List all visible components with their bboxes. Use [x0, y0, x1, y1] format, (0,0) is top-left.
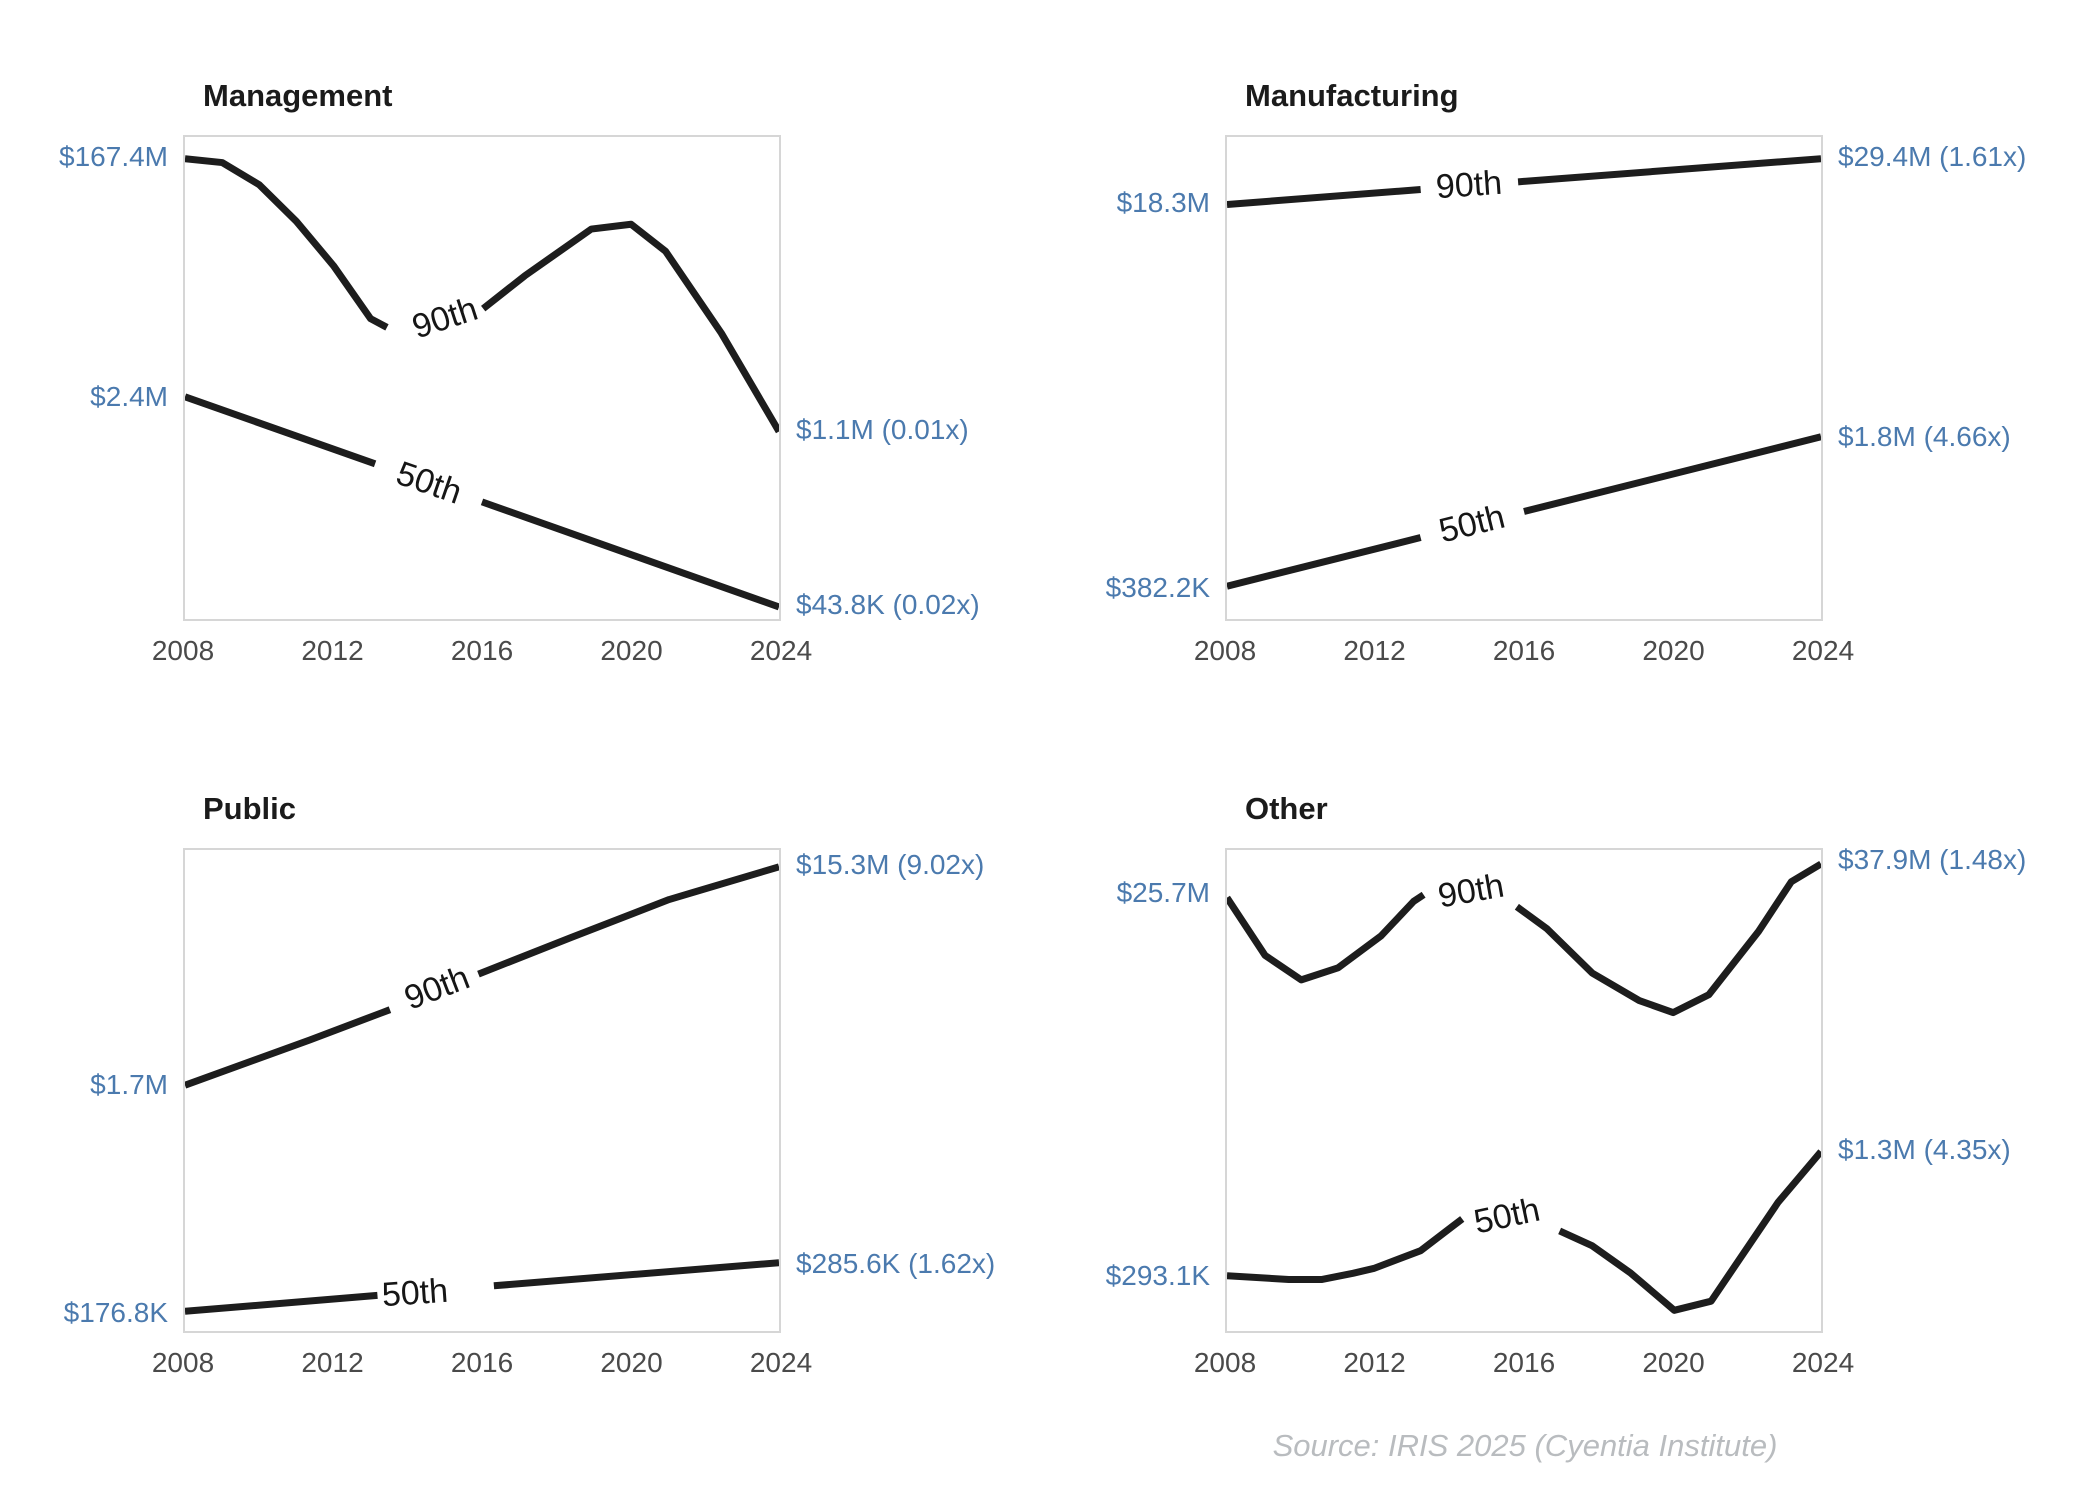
line-chart-svg	[1227, 137, 1821, 619]
plot-area: 90th 50th	[183, 135, 781, 621]
series-line-50th	[1524, 437, 1821, 512]
start-value-label-50th: $293.1K	[1105, 1260, 1210, 1292]
x-axis-tick-label: 2012	[301, 1347, 364, 1378]
end-value-label-90th: $15.3M (9.02x)	[796, 848, 985, 880]
series-line-50th	[185, 1295, 377, 1311]
series-line-90th	[185, 1010, 390, 1086]
x-axis-tick-label: 2016	[1492, 635, 1556, 666]
x-axis-tick-label: 2008	[1193, 1347, 1257, 1378]
source-note: Source: IRIS 2025 (Cyentia Institute)	[1272, 1428, 1778, 1463]
x-axis-tick-label: 2008	[151, 635, 215, 666]
series-line-50th	[1227, 1219, 1462, 1280]
percentile-label-90th: 90th	[1435, 163, 1504, 207]
x-axis-tick-label: 2016	[450, 1347, 514, 1378]
series-line-90th	[185, 159, 387, 328]
x-axis-tick-label: 2008	[1193, 635, 1257, 666]
x-axis-tick-label: 2020	[1642, 635, 1705, 666]
x-axis-tick-label: 2024	[1791, 1347, 1855, 1378]
plot-area: 90th 50th	[183, 848, 781, 1333]
percentile-label-50th: 50th	[381, 1271, 450, 1315]
x-axis-tick-label: 2012	[301, 635, 364, 666]
x-axis-tick-label: 2008	[151, 1347, 215, 1378]
x-axis-tick-label: 2024	[749, 635, 813, 666]
x-axis-tick-label: 2024	[749, 1347, 813, 1378]
start-value-label-50th: $2.4M	[90, 380, 168, 412]
start-value-label-90th: $18.3M	[1116, 187, 1210, 219]
series-line-50th	[185, 397, 375, 464]
series-line-90th	[483, 224, 779, 431]
panel-manufacturing: Manufacturing 90th 50th $18.3M $29.4M (1.6…	[1106, 78, 2027, 666]
line-chart-svg	[1227, 850, 1821, 1331]
x-axis-tick-label: 2020	[1642, 1347, 1705, 1378]
panel-title: Other	[1245, 791, 1328, 826]
x-axis-tick-label: 2020	[600, 635, 663, 666]
end-value-label-50th: $1.3M (4.35x)	[1838, 1134, 2011, 1166]
panel-other: Other 90th 50th $25.7M $37.9M (1.48x) $293.…	[1106, 791, 2027, 1378]
series-line-50th	[1227, 538, 1421, 587]
plot-area: 90th 50th	[1225, 848, 1823, 1333]
x-axis-tick-label: 2024	[1791, 635, 1855, 666]
panel-title: Public	[203, 791, 297, 826]
line-chart-svg	[185, 850, 779, 1331]
x-axis-tick-label: 2020	[600, 1347, 663, 1378]
end-value-label-90th: $37.9M (1.48x)	[1838, 844, 2027, 876]
start-value-label-90th: $1.7M	[90, 1069, 168, 1101]
end-value-label-90th: $29.4M (1.61x)	[1838, 140, 2027, 172]
series-line-90th	[478, 867, 779, 974]
line-chart-svg	[185, 137, 779, 619]
start-value-label-50th: $176.8K	[63, 1297, 168, 1329]
panel-title: Management	[203, 78, 393, 113]
start-value-label-90th: $167.4M	[59, 140, 168, 172]
x-axis-tick-label: 2016	[1492, 1347, 1556, 1378]
x-axis-tick-label: 2012	[1343, 1347, 1406, 1378]
x-axis-tick-label: 2012	[1343, 635, 1406, 666]
end-value-label-50th: $43.8K (0.02x)	[796, 588, 980, 620]
series-line-50th	[494, 1263, 779, 1286]
end-value-label-90th: $1.1M (0.01x)	[796, 414, 969, 445]
panel-title: Manufacturing	[1245, 78, 1459, 113]
start-value-label-50th: $382.2K	[1105, 571, 1210, 603]
x-axis-tick-label: 2016	[450, 635, 514, 666]
start-value-label-90th: $25.7M	[1116, 877, 1210, 909]
end-value-label-50th: $285.6K (1.62x)	[796, 1248, 996, 1280]
series-line-90th	[1518, 159, 1821, 182]
end-value-label-50th: $1.8M (4.66x)	[1838, 421, 2011, 453]
plot-area: 90th 50th	[1225, 135, 1823, 621]
series-line-90th	[1227, 190, 1421, 205]
series-line-90th	[1517, 864, 1821, 1013]
series-line-50th	[1560, 1152, 1821, 1311]
panel-management: Management 90th 50th $167.4M $1.1M (0.01x)…	[59, 78, 980, 666]
series-line-90th	[1227, 895, 1424, 980]
panel-public: Public 90th 50th $1.7M $15.3M (9.02x) $176.…	[64, 791, 996, 1378]
series-line-50th	[482, 502, 779, 607]
